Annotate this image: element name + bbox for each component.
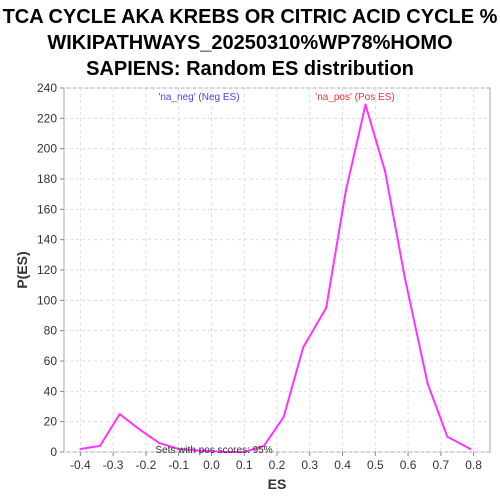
x-tick-label: -0.3 xyxy=(103,458,124,472)
data-point xyxy=(364,103,367,106)
x-tick-label: -0.4 xyxy=(70,458,91,472)
x-tick-label: 0.8 xyxy=(465,458,482,472)
chart-title: TCA CYCLE AKA KREBS OR CITRIC ACID CYCLE… xyxy=(0,4,500,82)
data-point xyxy=(426,382,429,385)
y-tick-label: 0 xyxy=(50,445,57,459)
grid-lines xyxy=(64,87,490,453)
x-tick-label: 0.2 xyxy=(269,458,286,472)
x-axis-title: ES xyxy=(268,476,287,492)
data-point xyxy=(282,416,285,419)
x-tick-label: -0.2 xyxy=(136,458,157,472)
y-tick-label: 220 xyxy=(37,111,57,125)
data-point xyxy=(99,444,102,447)
chart-title-line-1: TCA CYCLE AKA KREBS OR CITRIC ACID CYCLE… xyxy=(2,6,498,28)
y-tick-label: 40 xyxy=(44,384,58,398)
legend-entry-pos: 'na_pos' (Pos ES) xyxy=(315,92,394,103)
data-point xyxy=(403,276,406,279)
data-point xyxy=(262,444,265,447)
x-tick-label: 0.4 xyxy=(334,458,351,472)
chart-title-line-3: SAPIENS: Random ES distribution xyxy=(86,58,414,80)
data-point xyxy=(469,447,472,450)
y-tick-label: 100 xyxy=(37,293,57,307)
data-point xyxy=(223,451,226,453)
y-tick-label: 240 xyxy=(37,81,57,95)
data-point xyxy=(177,447,180,450)
y-axis-ticks: 0 20 40 60 80 100 120 140 160 180 200 220 240 xyxy=(37,81,64,459)
chart-title-line-2: WIKIPATHWAYS_20250310%WP78%HOMO xyxy=(47,32,453,54)
series-layer xyxy=(79,103,472,453)
x-tick-label: -0.1 xyxy=(168,458,189,472)
y-tick-label: 60 xyxy=(44,354,58,368)
legend-entry-neg: 'na_neg' (Neg ES) xyxy=(158,92,239,103)
y-tick-label: 120 xyxy=(37,263,57,277)
data-point xyxy=(302,346,305,349)
data-point xyxy=(446,435,449,438)
data-point xyxy=(243,451,246,453)
data-point xyxy=(138,428,141,431)
y-axis-title: P(ES) xyxy=(14,251,30,288)
x-tick-label: 0.6 xyxy=(400,458,417,472)
x-tick-label: 0.1 xyxy=(236,458,253,472)
x-tick-label: 0.3 xyxy=(301,458,318,472)
x-tick-label: 0.0 xyxy=(203,458,220,472)
data-point xyxy=(118,413,121,416)
pos-score-annotation: Sets with pos scores: 95% xyxy=(155,445,272,456)
data-point xyxy=(325,306,328,309)
data-point xyxy=(79,447,82,450)
y-tick-label: 200 xyxy=(37,142,57,156)
data-point xyxy=(158,441,161,444)
y-tick-label: 180 xyxy=(37,172,57,186)
data-point xyxy=(197,449,200,452)
x-tick-label: 0.5 xyxy=(367,458,384,472)
x-axis-ticks: -0.4 -0.3 -0.2 -0.1 0.0 0.1 0.2 0.3 0.4 0.5 0.6 0.7… xyxy=(70,452,482,472)
data-point xyxy=(344,190,347,193)
y-tick-label: 20 xyxy=(44,415,58,429)
y-tick-label: 80 xyxy=(44,324,58,338)
y-tick-label: 140 xyxy=(37,233,57,247)
data-point xyxy=(384,170,387,173)
series-line xyxy=(80,103,471,453)
x-tick-label: 0.7 xyxy=(433,458,450,472)
y-tick-label: 160 xyxy=(37,202,57,216)
